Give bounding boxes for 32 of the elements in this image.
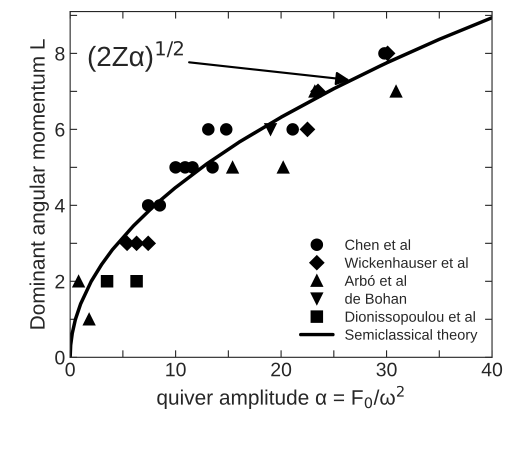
y-axis-title: Dominant angular momentum L bbox=[29, 39, 49, 329]
y-tick-label: 6 bbox=[55, 122, 64, 137]
point bbox=[100, 275, 114, 288]
point bbox=[202, 123, 215, 136]
x-tick-label: 40 bbox=[482, 362, 502, 376]
point bbox=[226, 161, 239, 174]
legend-label: Semiclassical theory bbox=[345, 329, 478, 343]
point bbox=[390, 85, 402, 98]
legend-label: de Bohan bbox=[345, 293, 406, 304]
y-tick-label: 0 bbox=[55, 350, 65, 365]
point bbox=[82, 313, 96, 326]
point bbox=[286, 123, 299, 136]
legend-label: Arbó et al bbox=[344, 275, 406, 286]
x-tick-label: 0 bbox=[65, 362, 75, 376]
legend-label: Chen et al bbox=[345, 239, 410, 250]
x-tick-label: 10 bbox=[166, 362, 186, 376]
y-tick-label: 2 bbox=[55, 274, 64, 288]
point bbox=[130, 275, 143, 288]
point bbox=[140, 236, 156, 251]
point bbox=[72, 275, 85, 288]
annotation: (2Zα)$^{1/2}$ bbox=[88, 40, 183, 72]
legend-label: Wickenhauser et al bbox=[344, 257, 468, 268]
legend-label: Dionissopoulou et al bbox=[346, 311, 475, 325]
point bbox=[206, 161, 219, 174]
x-axis-title: quiver amplitude α = F$_{0}$/ω$^{2}$ bbox=[157, 386, 404, 409]
point bbox=[300, 122, 316, 137]
point bbox=[276, 161, 290, 174]
x-tick-label: 30 bbox=[376, 362, 397, 376]
point bbox=[220, 123, 232, 136]
y-tick-label: 8 bbox=[55, 46, 64, 61]
x-tick-label: 20 bbox=[271, 362, 292, 376]
y-tick-label: 4 bbox=[54, 199, 65, 212]
